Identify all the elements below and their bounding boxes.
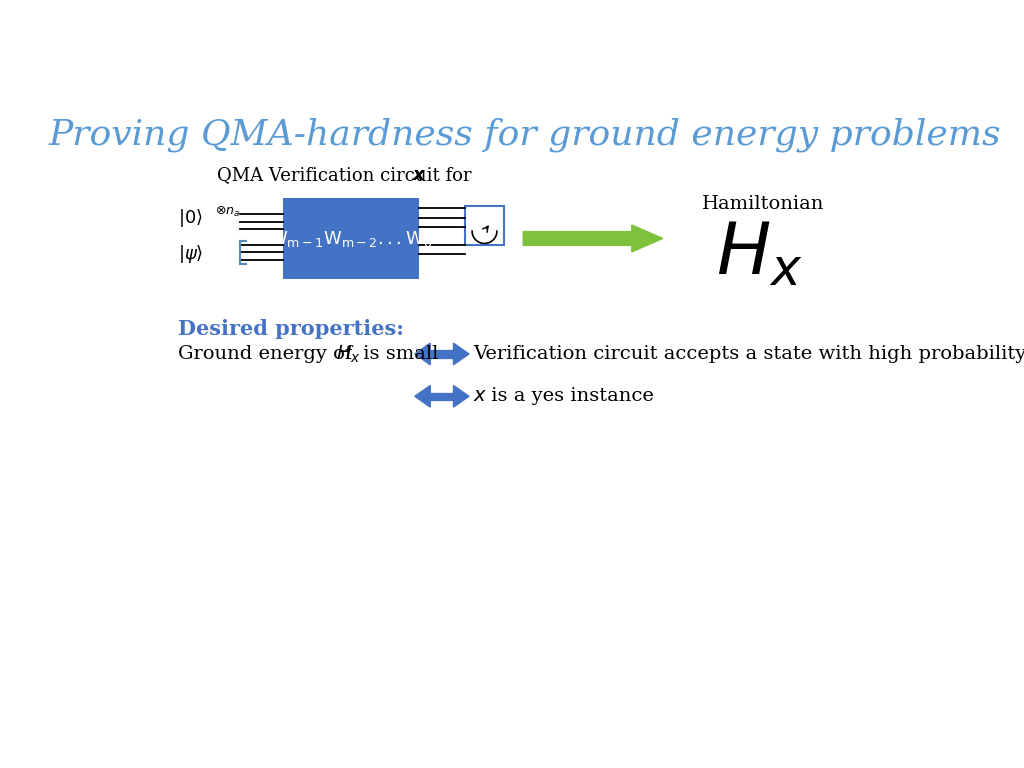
Text: $\bfit{x}$: $\bfit{x}$ [412, 167, 426, 184]
FancyBboxPatch shape [430, 392, 454, 401]
FancyBboxPatch shape [283, 198, 419, 280]
Text: is a yes instance: is a yes instance [485, 387, 654, 406]
Text: Proving QMA-hardness for ground energy problems: Proving QMA-hardness for ground energy p… [48, 118, 1001, 152]
Polygon shape [454, 343, 469, 365]
Text: is small: is small [356, 345, 438, 363]
Text: QMA Verification circuit for: QMA Verification circuit for [217, 167, 477, 184]
Polygon shape [454, 386, 469, 407]
Text: Desired properties:: Desired properties: [178, 319, 404, 339]
Text: $H_x$: $H_x$ [717, 219, 803, 289]
Text: $|\psi\rangle$: $|\psi\rangle$ [178, 243, 204, 265]
Polygon shape [415, 386, 430, 407]
FancyArrow shape [523, 225, 663, 252]
Text: $|0\rangle$: $|0\rangle$ [178, 207, 204, 229]
Text: Ground energy of: Ground energy of [178, 345, 358, 363]
Text: $x$: $x$ [473, 387, 487, 406]
FancyBboxPatch shape [465, 206, 504, 245]
Text: $\mathrm{W_{m-1}W_{m-2}...W_0}$: $\mathrm{W_{m-1}W_{m-2}...W_0}$ [269, 229, 432, 249]
FancyBboxPatch shape [430, 349, 454, 359]
Text: $\otimes n_a$: $\otimes n_a$ [215, 204, 240, 219]
Polygon shape [415, 343, 430, 365]
Text: $H_x$: $H_x$ [336, 343, 360, 365]
Text: Hamiltonian: Hamiltonian [702, 195, 824, 213]
Text: Verification circuit accepts a state with high probability: Verification circuit accepts a state wit… [473, 345, 1024, 363]
